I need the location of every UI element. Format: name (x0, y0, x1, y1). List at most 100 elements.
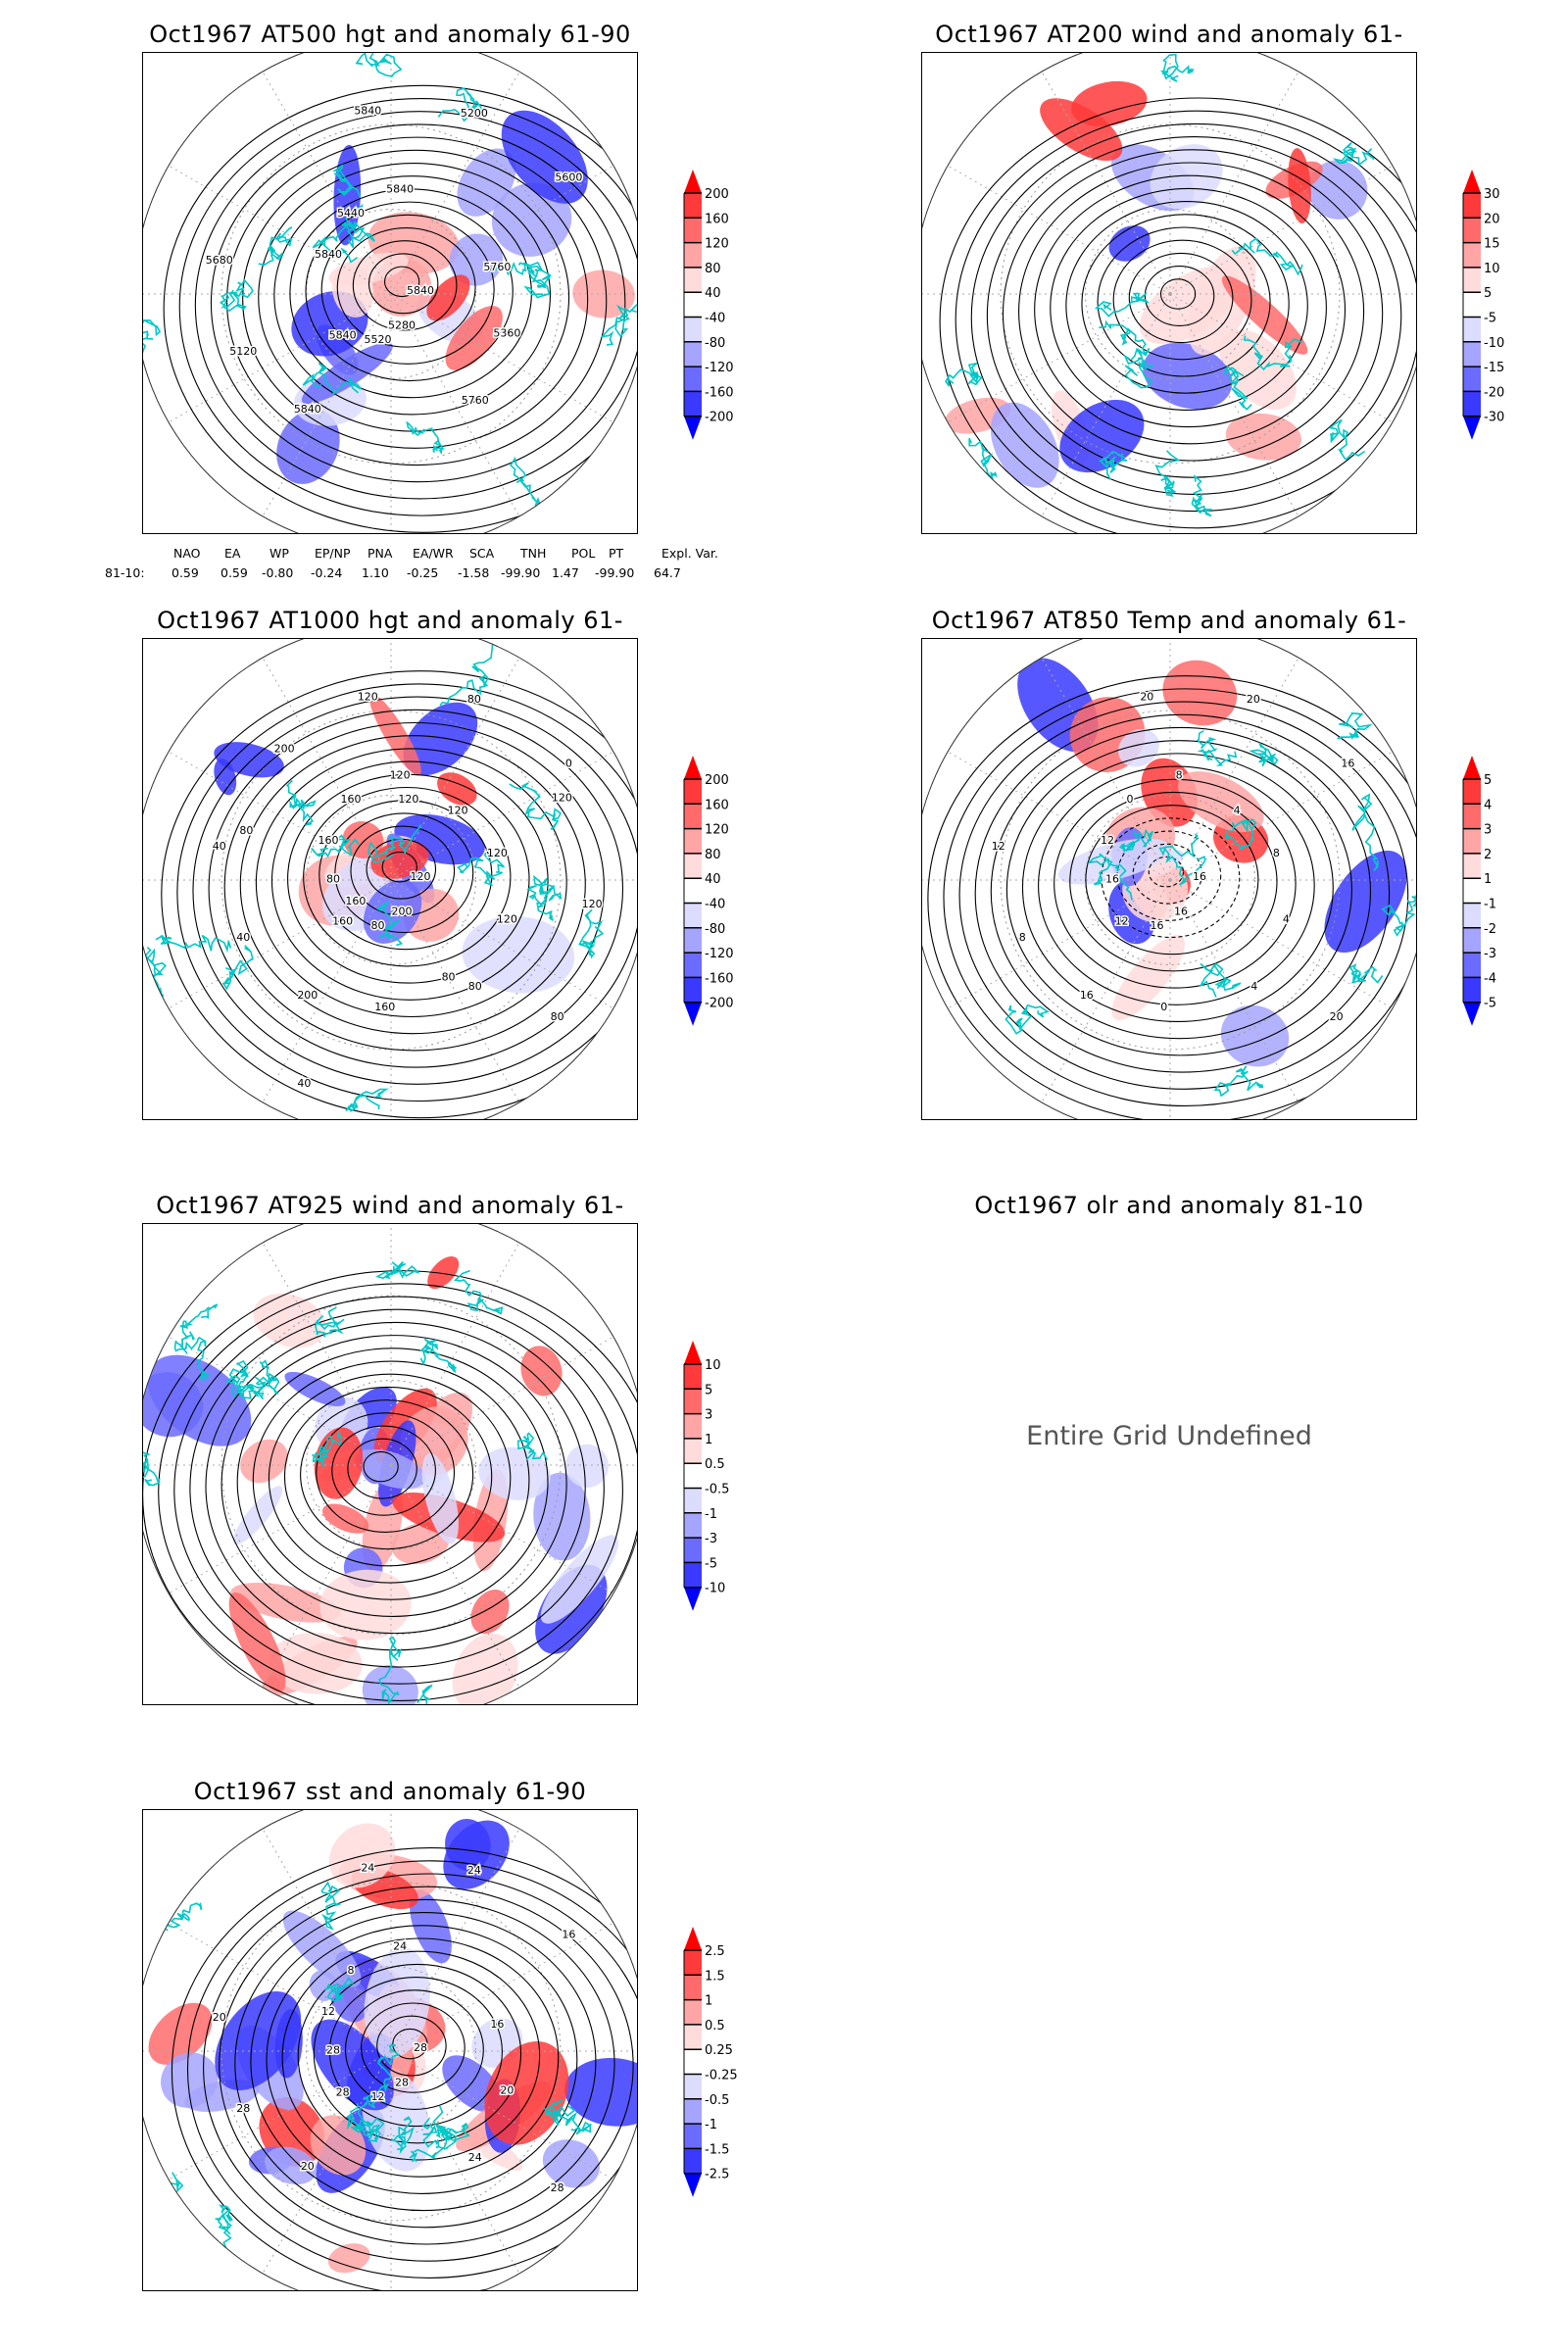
anomaly-shading (327, 2243, 370, 2274)
contour-line (363, 1450, 399, 1483)
anomaly-shading (215, 1990, 302, 2091)
contour-label: 80 (468, 980, 482, 993)
anomaly-shading (228, 1592, 286, 1692)
coastline (228, 1359, 266, 1394)
contour-line (163, 84, 637, 533)
colorbar-label: -40 (705, 312, 725, 326)
anomaly-shading (542, 2139, 600, 2188)
coastline (510, 456, 556, 514)
anomaly-shading (1220, 1004, 1290, 1067)
coastline (324, 1977, 354, 2002)
index-header: NAO (173, 546, 201, 561)
coastline (1249, 742, 1279, 767)
colorbar-label: -120 (705, 947, 734, 961)
coastline (221, 945, 254, 991)
coastline (155, 934, 232, 954)
contour-line (303, 786, 512, 967)
contour-label: 16 (562, 1929, 575, 1941)
contour-line (1148, 856, 1185, 888)
contour-label: 5840 (315, 248, 342, 261)
colorbar-label: 40 (705, 286, 721, 301)
contour-label: 5440 (337, 207, 365, 220)
contour-label: 5600 (555, 172, 582, 184)
anomaly-shading (311, 2019, 394, 2111)
anomaly-shading (368, 693, 421, 776)
coastline (600, 304, 637, 346)
contour-label: 80 (551, 1010, 564, 1023)
anomaly-shading (282, 1910, 362, 1987)
contour-line (1097, 226, 1271, 377)
coastline (311, 834, 360, 858)
colorbar-label: -0.5 (705, 2093, 729, 2108)
contour-line (313, 1963, 522, 2144)
colorbar-label: 20 (1484, 212, 1500, 226)
colorbar-label: -160 (705, 971, 734, 986)
contour-label: 8 (347, 1964, 354, 1977)
coastline (302, 362, 363, 395)
coastline (1094, 292, 1150, 318)
colorbar-label: -40 (705, 898, 725, 912)
contour-line (336, 226, 476, 348)
p1-colorbar: 200 160 120 80 40 -40 -80 -120 -160 -200 (682, 170, 790, 464)
anomaly-shading (400, 1406, 468, 1476)
coastline (457, 852, 505, 887)
p5-colorbar: 10 5 3 1 0.5 -0.5 -1 -3 -5 -10 (682, 1341, 790, 1635)
colorbar-label: -2 (1484, 922, 1496, 937)
contour-line (974, 713, 1391, 1073)
contour-label: 12 (370, 2090, 384, 2103)
contour-label: 120 (448, 804, 468, 816)
contour-line (320, 214, 495, 365)
colorbar-label: 5 (1484, 773, 1492, 788)
contour-line (242, 149, 589, 449)
colorbar-label: 80 (705, 262, 721, 276)
colorbar-label: -1 (705, 2118, 717, 2132)
coastline (1337, 711, 1373, 740)
colorbar-label: 15 (1484, 237, 1500, 252)
anomaly-shading (403, 702, 478, 776)
contour-label: 16 (1080, 989, 1094, 1002)
contour-label: 16 (1341, 758, 1354, 770)
contour-line (1005, 740, 1352, 1040)
coastline (578, 908, 605, 959)
anomaly-shading (470, 1590, 510, 1635)
coastline (342, 220, 375, 249)
colorbar-label: -160 (705, 385, 734, 400)
colorbar-label: 120 (705, 823, 729, 838)
colorbar-label: -5 (705, 1556, 717, 1571)
p7-colorbar: 2.5 1.5 1 0.5 0.25 -0.25 -0.5 -1 -1.5 -2.5 (682, 1927, 790, 2221)
contour-line (1050, 187, 1327, 428)
colorbar-label: 1.5 (705, 1969, 725, 1984)
coastline (533, 874, 556, 921)
coastline (143, 2164, 184, 2197)
anomaly-shading (1225, 413, 1301, 461)
anomaly-shading (1219, 329, 1297, 411)
anomaly-shading (265, 2146, 318, 2185)
coastline (437, 87, 483, 122)
contour-line (1159, 278, 1197, 310)
anomaly-shading (1188, 246, 1256, 356)
contour-line (958, 701, 1409, 1090)
anomaly-shading (319, 1569, 412, 1641)
contour-label: 160 (345, 895, 366, 907)
contour-label: 5680 (206, 254, 233, 267)
contour-line (239, 735, 586, 1035)
anomaly-shading (452, 1633, 518, 1704)
contour-label: 80 (442, 970, 456, 983)
contour-line (161, 670, 637, 1119)
contour-line (173, 1296, 623, 1685)
coastline (453, 1269, 504, 1315)
colorbar-label: 120 (705, 237, 729, 252)
contour-label: 160 (332, 914, 353, 927)
p3-polar-map: 120 160 120 80 40 0 80 160 120 40 80 200 160 120 200 12… (142, 638, 638, 1120)
colorbar-label: -200 (705, 997, 734, 1011)
contour-line (344, 1989, 484, 2110)
contour-label: 8 (1273, 847, 1280, 859)
coastline (314, 1306, 345, 1338)
anomaly-shading (540, 1535, 619, 1624)
coastline (1122, 353, 1153, 389)
coastline (143, 1451, 161, 1487)
contour-line (392, 2028, 428, 2060)
index-value: 0.59 (220, 565, 248, 580)
contour-line (205, 1321, 586, 1651)
coastline (421, 2118, 458, 2150)
